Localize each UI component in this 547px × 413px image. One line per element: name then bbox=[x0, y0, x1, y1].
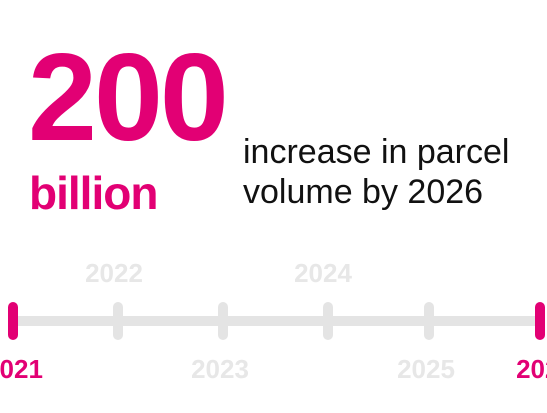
timeline-tick-2023 bbox=[218, 302, 228, 340]
description-line-1: increase in parcel bbox=[243, 133, 510, 171]
timeline-tick-2021 bbox=[8, 302, 18, 340]
timeline-tick-2025 bbox=[424, 302, 434, 340]
year-label-2023: 2023 bbox=[191, 354, 249, 384]
timeline-tick-2026 bbox=[535, 302, 545, 340]
timeline-track bbox=[12, 316, 542, 326]
description-line-2: volume by 2026 bbox=[243, 173, 484, 211]
headline-description: increase in parcel volume by 2026 bbox=[243, 132, 509, 212]
headline-unit: billion bbox=[29, 167, 158, 219]
year-label-2025: 2025 bbox=[397, 354, 455, 384]
timeline-tick-2022 bbox=[113, 302, 123, 340]
headline-number: 200 bbox=[28, 29, 229, 167]
timeline-tick-2024 bbox=[323, 302, 333, 340]
year-label-2021: 2021 bbox=[0, 354, 43, 384]
year-label-2022: 2022 bbox=[85, 258, 143, 288]
year-label-2024: 2024 bbox=[294, 258, 352, 288]
year-timeline: 2021 2022 2023 2024 2025 2026 bbox=[0, 250, 547, 400]
year-label-2026: 2026 bbox=[516, 354, 547, 384]
